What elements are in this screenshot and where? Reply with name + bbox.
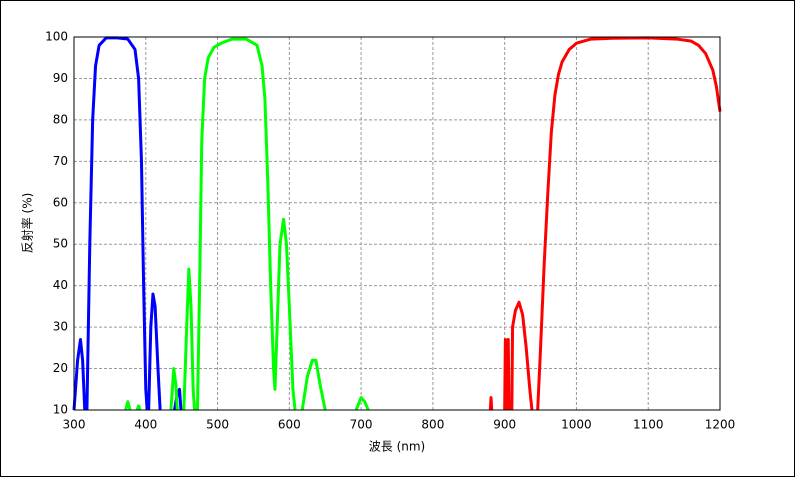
x-tick-label: 1000	[561, 418, 592, 432]
y-tick-label: 30	[53, 320, 68, 334]
x-tick-label: 1200	[705, 418, 736, 432]
x-tick-label: 900	[493, 418, 516, 432]
y-tick-label: 70	[53, 154, 68, 168]
plot-area	[74, 37, 720, 410]
x-tick-label: 800	[421, 418, 444, 432]
x-tick-label: 600	[278, 418, 301, 432]
y-tick-label: 40	[53, 278, 68, 292]
y-tick-label: 20	[53, 361, 68, 375]
x-tick-label: 1100	[633, 418, 664, 432]
y-tick-label: 60	[53, 195, 68, 209]
x-tick-label: 500	[206, 418, 229, 432]
series-line	[124, 37, 370, 411]
y-tick-label: 50	[53, 237, 68, 251]
x-tick-label: 300	[63, 418, 86, 432]
x-tick-label: 700	[350, 418, 373, 432]
y-tick-label: 80	[53, 112, 68, 126]
y-tick-label: 90	[53, 71, 68, 85]
series-line	[488, 36, 722, 411]
plot-border	[73, 36, 721, 411]
y-tick-label: 10	[53, 403, 68, 417]
y-axis-label: 反射率 (%)	[20, 193, 35, 254]
x-axis-label: 波長 (nm)	[369, 440, 425, 454]
series-line	[72, 36, 183, 411]
x-tick-label: 400	[134, 418, 157, 432]
y-tick-label: 100	[45, 30, 68, 44]
